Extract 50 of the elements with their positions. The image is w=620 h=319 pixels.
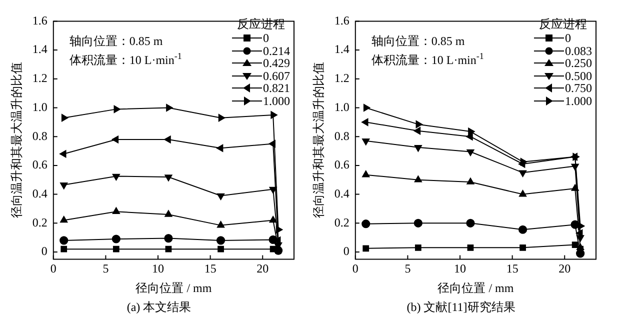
x-tick-label: 15	[506, 262, 518, 276]
x-tick-label: 10	[454, 262, 466, 276]
y-tick-label: 1.2	[334, 71, 350, 86]
legend-label: 0	[263, 31, 269, 46]
y-axis-title: 径向温升和其最大温升的比值	[311, 62, 326, 218]
legend-label: 0.821	[263, 81, 290, 96]
legend-title: 反应进程	[236, 17, 286, 31]
legend-label: 1.000	[565, 94, 592, 108]
legend-label: 0.750	[565, 81, 592, 96]
legend-label: 0	[565, 31, 571, 46]
legend-label: 0.607	[263, 68, 290, 83]
y-tick-label: 0	[343, 244, 350, 258]
x-tick-label: 5	[102, 262, 109, 276]
annotation: 轴向位置：0.85 m	[69, 34, 164, 48]
legend-label: 0.083	[565, 44, 592, 58]
y-tick-label: 1.4	[32, 42, 48, 56]
y-tick-label: 0.8	[334, 128, 350, 143]
legend-label: 0.500	[565, 68, 592, 83]
y-axis-title: 径向温升和其最大温升的比值	[9, 62, 24, 218]
x-tick-label: 0	[352, 262, 358, 276]
y-tick-label: 0	[41, 244, 48, 258]
legend-label: 0.250	[565, 56, 592, 70]
y-tick-label: 0.2	[32, 215, 48, 230]
text: (a) 本文结果	[126, 299, 192, 316]
y-tick-label: 0.4	[32, 186, 48, 200]
y-tick-label: 1.4	[334, 42, 350, 56]
x-tick-label: 20	[256, 262, 269, 276]
y-tick-label: 0.6	[32, 158, 48, 172]
y-tick-label: 1.6	[32, 13, 48, 28]
legend-title: 反应进程	[538, 17, 588, 31]
y-tick-label: 0.4	[334, 186, 350, 200]
x-tick-label: 0	[50, 262, 56, 276]
y-tick-label: 1.0	[334, 100, 350, 114]
y-tick-label: 0.6	[334, 158, 350, 172]
text: (b) 文献[11]研究结果	[406, 299, 516, 316]
legend-label: 0.214	[263, 44, 290, 58]
y-tick-label: 1.6	[334, 13, 350, 28]
y-tick-label: 0.8	[32, 128, 48, 143]
y-tick-label: 0.2	[334, 215, 350, 230]
x-tick-label: 20	[558, 262, 571, 276]
x-tick-label: 5	[404, 262, 411, 276]
legend-label: 1.000	[263, 94, 290, 108]
legend-label: 0.429	[263, 56, 290, 70]
x-axis-title: 径向位置 / mm	[136, 280, 212, 295]
x-tick-label: 10	[152, 262, 164, 276]
x-tick-label: 15	[204, 262, 216, 276]
annotation: 轴向位置：0.85 m	[371, 34, 466, 48]
x-axis-title: 径向位置 / mm	[438, 280, 514, 295]
y-tick-label: 1.2	[32, 71, 48, 86]
y-tick-label: 1.0	[32, 100, 48, 114]
